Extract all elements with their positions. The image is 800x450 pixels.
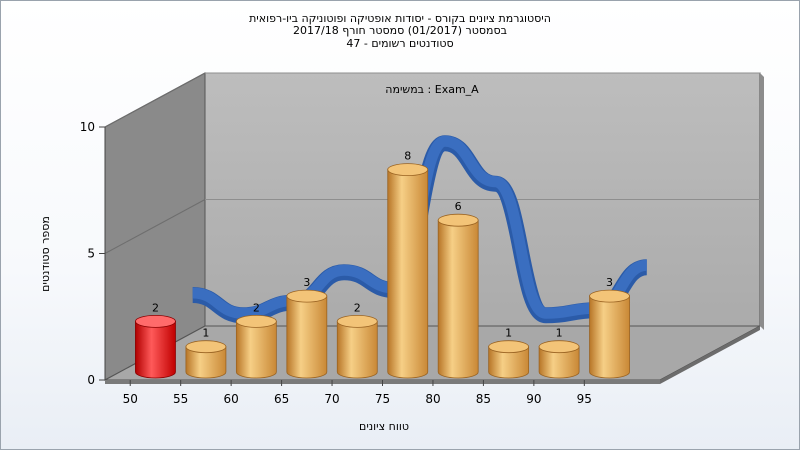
bar-top-85 bbox=[488, 340, 530, 354]
bar-90 bbox=[538, 340, 580, 379]
bar-50 bbox=[135, 314, 176, 379]
bar-top-95 bbox=[589, 289, 630, 303]
bar-85 bbox=[488, 340, 530, 379]
bar-label-65: 3 bbox=[303, 276, 310, 289]
x-tick-label-85: 85 bbox=[476, 392, 491, 406]
bar-top-90 bbox=[538, 340, 580, 354]
bar-body-75 bbox=[387, 169, 429, 379]
bar-top-50 bbox=[135, 314, 176, 328]
bar-body-60 bbox=[235, 321, 277, 379]
bar-label-85: 1 bbox=[505, 327, 512, 340]
gridline-side bbox=[104, 199, 206, 254]
floor-side-edge bbox=[660, 326, 760, 384]
x-axis-label: טווח ציונים bbox=[359, 420, 409, 433]
y-tick-label-10: 10 bbox=[80, 120, 95, 134]
bar-body-80 bbox=[437, 219, 479, 379]
exam-annotation: במשימה : Exam_A bbox=[385, 83, 479, 96]
bar-top-80 bbox=[437, 213, 479, 227]
bar-label-60: 2 bbox=[253, 301, 260, 314]
distribution-curve bbox=[192, 135, 648, 319]
bar-label-80: 6 bbox=[455, 200, 462, 213]
bar-body-70 bbox=[336, 321, 378, 379]
bar-body-85 bbox=[488, 346, 530, 379]
bar-body-65 bbox=[286, 295, 328, 379]
bar-label-95: 3 bbox=[606, 276, 613, 289]
chart-title-line-3: סטודנטים רשומים - 47 bbox=[346, 37, 454, 50]
gridline-side bbox=[104, 72, 206, 128]
y-tick-label-0: 0 bbox=[87, 373, 95, 387]
x-tick-label-60: 60 bbox=[223, 392, 238, 406]
bar-body-50 bbox=[135, 321, 176, 379]
bar-body-55 bbox=[185, 346, 227, 379]
bar-body-95 bbox=[589, 295, 630, 379]
x-tick-label-90: 90 bbox=[526, 392, 541, 406]
bar-top-75 bbox=[387, 163, 429, 177]
x-tick-label-65: 65 bbox=[274, 392, 289, 406]
bar-55 bbox=[185, 340, 227, 379]
bar-body-90 bbox=[538, 346, 580, 379]
bar-label-70: 2 bbox=[354, 301, 361, 314]
y-axis-label: מספר סטודנטים bbox=[39, 216, 52, 292]
chart-title-line-2: בסמסטר (01/2017) סמסטר חורף 2017/18 bbox=[293, 24, 507, 37]
y-tick-label-5: 5 bbox=[87, 247, 95, 261]
x-tick-label-95: 95 bbox=[577, 392, 592, 406]
bar-65 bbox=[286, 289, 328, 379]
x-tick-label-50: 50 bbox=[123, 392, 138, 406]
bar-top-60 bbox=[235, 314, 277, 328]
bar-label-90: 1 bbox=[556, 327, 563, 340]
x-tick-label-75: 75 bbox=[375, 392, 390, 406]
bar-95 bbox=[589, 289, 630, 379]
bar-70 bbox=[336, 314, 378, 379]
bar-60 bbox=[235, 314, 277, 379]
x-tick-label-55: 55 bbox=[173, 392, 188, 406]
x-tick-label-70: 70 bbox=[324, 392, 339, 406]
bar-top-65 bbox=[286, 289, 328, 303]
bar-top-70 bbox=[336, 314, 378, 328]
chart-title-line-1: היסטוגרמת ציונים בקורס - יסודות אופטיקה … bbox=[249, 12, 551, 25]
bar-label-55: 1 bbox=[202, 327, 209, 340]
bar-label-75: 8 bbox=[404, 150, 411, 163]
x-tick-label-80: 80 bbox=[425, 392, 440, 406]
bar-top-55 bbox=[185, 340, 227, 354]
bar-75 bbox=[387, 163, 429, 379]
back-wall-edge bbox=[760, 73, 764, 330]
bar-label-50: 2 bbox=[152, 301, 159, 314]
bar-80 bbox=[437, 213, 479, 379]
